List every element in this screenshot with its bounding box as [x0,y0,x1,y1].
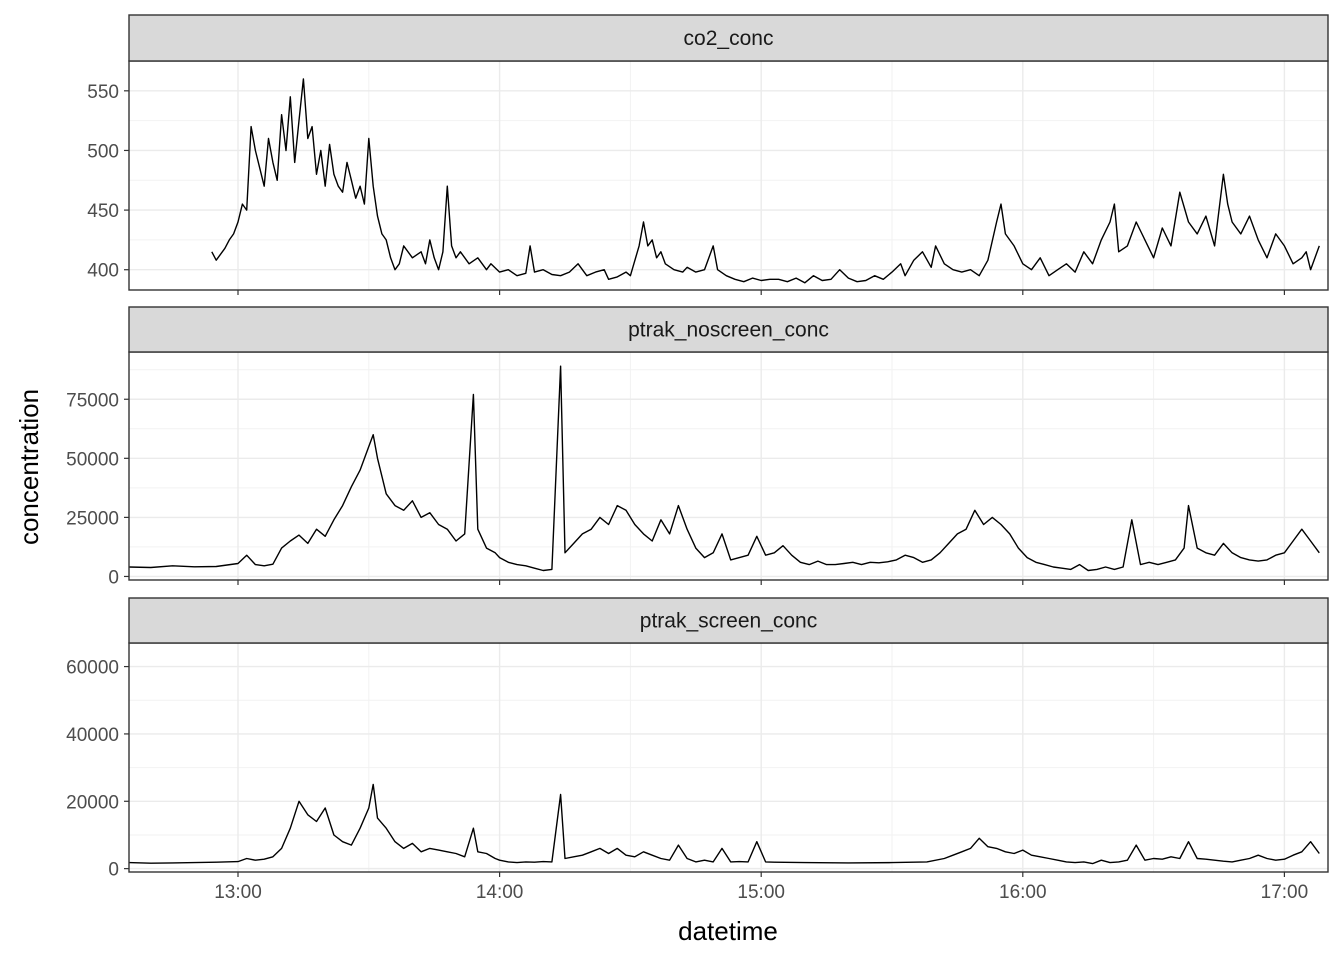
facet-strip-label: ptrak_screen_conc [640,610,817,633]
series-line-co2_conc [211,78,1320,284]
y-tick-label: 0 [108,567,119,588]
y-tick-label: 20000 [66,792,119,813]
facet-co2_conc: 400 450 500 550 co2_conc [87,14,1329,295]
y-tick-label: 40000 [66,725,119,746]
facet-ptrak_noscreen_conc: 0 25000 50000 75000 ptrak_noscreen_conc [66,306,1329,588]
series-line-ptrak_screen_conc [128,783,1320,865]
y-tick-label: 75000 [66,390,119,411]
facet-strip [128,306,1329,353]
facet-panels: 400 450 500 550 co2_conc 0 25000 50000 75000 ptra… [66,14,1329,881]
series-line-ptrak_noscreen_conc [128,365,1320,572]
x-tick-label: 15:00 [737,882,785,903]
x-tick-label: 14:00 [476,882,524,903]
x-axis-title: datetime [678,916,778,946]
panel-background [129,61,1328,290]
facet-strip-label: co2_conc [684,27,774,50]
facet-strip [128,597,1329,644]
panel-background [129,352,1328,580]
y-tick-label: 500 [87,141,119,162]
x-axis: 13:00 14:00 15:00 16:00 17:00 [214,882,1308,903]
y-tick-label: 25000 [66,508,119,529]
y-tick-label: 550 [87,82,119,103]
x-tick-label: 16:00 [999,882,1047,903]
facet-strip-label: ptrak_noscreen_conc [628,319,829,342]
x-tick-label: 13:00 [214,882,262,903]
panel-background [129,643,1328,872]
x-tick-label: 17:00 [1261,882,1309,903]
y-tick-label: 60000 [66,658,119,679]
y-tick-label: 50000 [66,449,119,470]
y-tick-label: 0 [108,860,119,881]
y-tick-label: 450 [87,201,119,222]
y-axis-title: concentration [14,389,44,545]
y-tick-label: 400 [87,261,119,282]
facet-strip [128,14,1329,62]
facet-ptrak_screen_conc: 0 20000 40000 60000 ptrak_screen_conc [66,597,1329,881]
